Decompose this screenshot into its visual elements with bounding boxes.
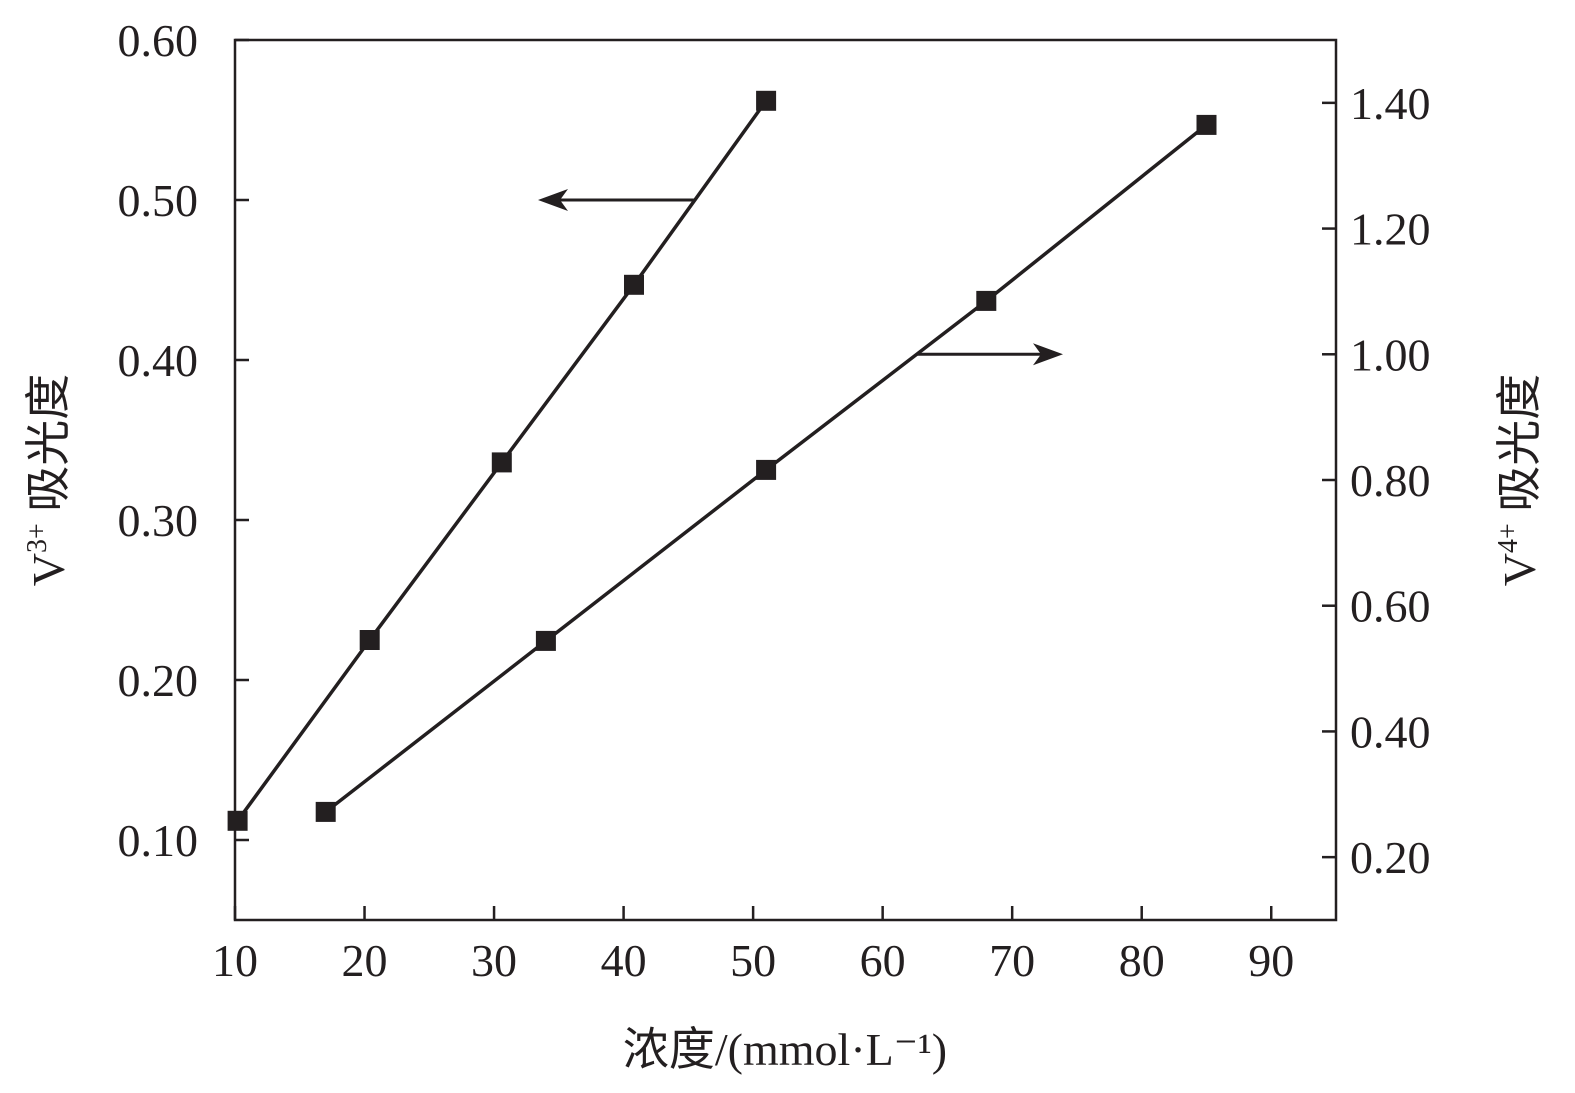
- right-y-tick-label: 1.20: [1350, 204, 1431, 255]
- right-axis-title-text: 吸光度: [1494, 374, 1545, 524]
- right-y-axis: 0.20 0.40 0.60 0.80 1.00 1.20 1.40: [1322, 78, 1431, 883]
- plot-frame: [233, 38, 1338, 922]
- left-y-tick-label: 0.20: [118, 655, 199, 706]
- series-right-point: [756, 459, 777, 480]
- x-tick-label: 90: [1248, 935, 1294, 986]
- left-axis-title: V3+ 吸光度: [22, 374, 74, 587]
- series-left-point: [491, 452, 512, 473]
- left-y-tick-label: 0.60: [118, 15, 199, 66]
- right-axis-title-sup: 4+: [1493, 523, 1524, 553]
- right-y-tick-label: 1.00: [1350, 329, 1431, 380]
- x-tick-label: 60: [860, 935, 906, 986]
- annotations: [538, 189, 1063, 366]
- right-axis-title: V4+ 吸光度: [1493, 374, 1545, 587]
- series-left-point: [227, 810, 248, 831]
- right-axis-title-base: V: [1494, 553, 1545, 586]
- series-left-point: [756, 90, 777, 111]
- series-left-point: [624, 274, 644, 295]
- left-axis-title-text: 吸光度: [23, 374, 74, 524]
- series-right-point: [976, 290, 997, 311]
- left-axis-title-base: V: [23, 553, 74, 586]
- left-axis-arrow-head: [538, 189, 568, 211]
- series-layer: [227, 90, 1217, 831]
- right-y-tick-label: 0.40: [1350, 706, 1431, 757]
- left-axis-title-sup: 3+: [22, 523, 53, 553]
- x-tick-label: 40: [601, 935, 647, 986]
- x-tick-label: 30: [471, 935, 517, 986]
- x-axis: 10 20 30 40 50 60 70 80 90: [212, 906, 1294, 986]
- x-tick-label: 80: [1119, 935, 1165, 986]
- series-right-point: [535, 630, 556, 651]
- left-y-tick-label: 0.30: [118, 495, 199, 546]
- right-axis-arrow: [916, 343, 1063, 366]
- left-y-tick-label: 0.10: [118, 815, 199, 866]
- left-axis-arrow: [538, 189, 695, 211]
- right-axis-arrow-head: [1033, 343, 1063, 366]
- x-axis-title: 浓度/(mmol·L⁻¹): [623, 1024, 947, 1075]
- right-y-tick-label: 0.80: [1350, 455, 1431, 506]
- x-tick-label: 10: [212, 935, 258, 986]
- left-y-axis: 0.10 0.20 0.30 0.40 0.50 0.60: [118, 15, 249, 866]
- x-tick-label: 70: [989, 935, 1035, 986]
- right-y-tick-label: 0.60: [1350, 581, 1431, 632]
- right-y-tick-label: 0.20: [1350, 832, 1431, 883]
- x-tick-label: 20: [342, 935, 388, 986]
- left-y-tick-label: 0.50: [118, 175, 199, 226]
- left-y-tick-label: 0.40: [118, 335, 199, 386]
- right-y-tick-label: 1.40: [1350, 78, 1431, 129]
- x-tick-label: 50: [730, 935, 776, 986]
- series-right-point: [1196, 114, 1217, 135]
- series-right-point: [315, 801, 336, 822]
- series-left-point: [359, 630, 380, 650]
